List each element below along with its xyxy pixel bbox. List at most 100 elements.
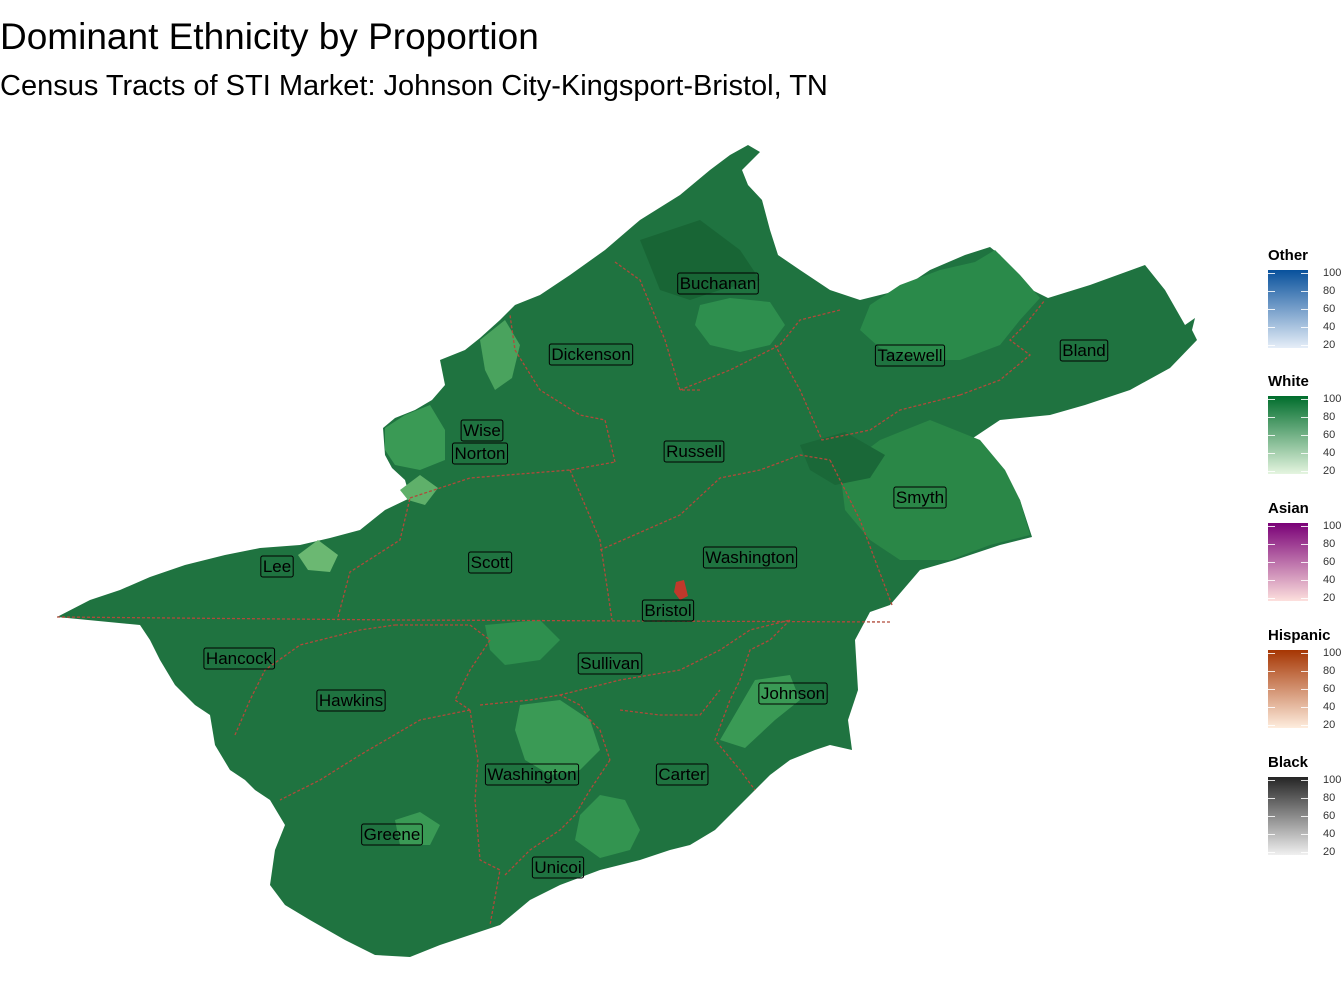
county-label-text: Hancock xyxy=(206,649,273,668)
county-label-text: Lee xyxy=(263,557,291,576)
legend-tick-label: 100 xyxy=(1323,647,1342,659)
tract-russell-dark xyxy=(800,432,885,485)
county-label-text: Buchanan xyxy=(680,274,757,293)
county-label-text: Dickenson xyxy=(551,345,630,364)
county-label-text: Greene xyxy=(364,825,421,844)
legend-asian: Asian 100 80 60 40 20 xyxy=(1268,500,1341,604)
county-label-box xyxy=(663,440,725,463)
legend-body: 100 80 60 40 20 xyxy=(1268,268,1341,351)
legend-tick-label: 100 xyxy=(1323,774,1342,786)
county-label-box xyxy=(655,763,709,786)
county-label-box xyxy=(1059,339,1109,362)
county-label: Sullivan xyxy=(577,652,643,675)
legend-tick-label: 80 xyxy=(1323,411,1336,423)
tract-wise-pale xyxy=(400,475,438,505)
county-label-text: Johnson xyxy=(761,684,825,703)
tract-lee-pale xyxy=(298,540,338,572)
legend-title: White xyxy=(1268,373,1309,390)
county-label-text: Wise xyxy=(463,421,501,440)
county-label-text: Bristol xyxy=(644,601,691,620)
county-label-box xyxy=(893,486,947,509)
legend-tick-label: 80 xyxy=(1323,792,1336,804)
county-label-box xyxy=(260,555,294,578)
county-label-box xyxy=(468,551,513,574)
legend-tick-label: 40 xyxy=(1323,574,1336,586)
county-label: Buchanan xyxy=(677,272,759,295)
county-label-text: Tazewell xyxy=(877,346,942,365)
legend-tick-label: 40 xyxy=(1323,447,1336,459)
county-label-text: Scott xyxy=(471,553,510,572)
tract-buchanan-light xyxy=(695,298,785,352)
legend-title: Asian xyxy=(1268,500,1309,517)
legend-tick-label: 80 xyxy=(1323,538,1336,550)
tract-unicoi-light xyxy=(575,795,640,858)
county-label-text: Hawkins xyxy=(319,691,383,710)
county-label: Dickenson xyxy=(548,343,634,366)
county-label-box xyxy=(316,689,386,712)
legend-tick-label: 100 xyxy=(1323,520,1342,532)
county-label-box xyxy=(577,652,643,675)
county-label: Washington xyxy=(484,763,580,786)
legend-tick-label: 40 xyxy=(1323,701,1336,713)
legend-tick-label: 20 xyxy=(1323,339,1336,351)
legend-tick-label: 60 xyxy=(1323,683,1336,695)
county-label: Tazewell xyxy=(874,344,946,367)
tract-tazewell-light xyxy=(860,250,1040,360)
tract-johnson-light xyxy=(720,675,800,748)
county-label-text: Sullivan xyxy=(580,654,640,673)
county-label-box xyxy=(460,419,504,442)
legend-body: 100 80 60 40 20 xyxy=(1268,775,1341,858)
county-label-text: Norton xyxy=(454,444,505,463)
legend-body: 100 80 60 40 20 xyxy=(1268,394,1341,477)
county-label: Bristol xyxy=(641,599,695,622)
county-label-box xyxy=(484,763,580,786)
county-label: Washington xyxy=(702,546,798,569)
county-label-text: Bland xyxy=(1062,341,1105,360)
county-label-text: Unicoi xyxy=(534,858,581,877)
county-label-box xyxy=(203,647,276,670)
county-label-box xyxy=(641,599,695,622)
county-label-text: Russell xyxy=(666,442,722,461)
legend-tick-label: 60 xyxy=(1323,303,1336,315)
tract-smyth-light xyxy=(840,420,1030,560)
county-label: Bland xyxy=(1059,339,1109,362)
county-label-text: Smyth xyxy=(896,488,944,507)
legend-tick-label: 80 xyxy=(1323,285,1336,297)
choropleth-map: Buchanan Dickenson Tazewell Bland Wise Norton… xyxy=(56,145,1197,957)
county-label: Smyth xyxy=(893,486,947,509)
legend-tick-label: 100 xyxy=(1323,393,1342,405)
tract-washington-tn-light xyxy=(515,700,600,775)
legend-title: Hispanic xyxy=(1268,627,1331,644)
county-label: Scott xyxy=(468,551,513,574)
legend-other: Other 100 80 60 40 20 xyxy=(1268,247,1341,351)
tract-dickenson-light xyxy=(480,320,520,390)
county-label-text: Carter xyxy=(658,765,706,784)
county-label-box xyxy=(677,272,759,295)
county-label: Norton xyxy=(451,442,509,465)
county-label-box xyxy=(702,546,798,569)
legend-tick-label: 60 xyxy=(1323,810,1336,822)
tract-sullivan-light xyxy=(485,620,560,665)
county-label: Russell xyxy=(663,440,725,463)
legend-tick-label: 20 xyxy=(1323,719,1336,731)
legend-title: Black xyxy=(1268,754,1309,771)
county-label-text: Washington xyxy=(705,548,794,567)
legend-tick-label: 100 xyxy=(1323,267,1342,279)
county-label-text: Washington xyxy=(487,765,576,784)
county-label: Hancock xyxy=(203,647,276,670)
map-title: Dominant Ethnicity by Proportion xyxy=(0,16,539,57)
tract-buchanan-dark xyxy=(640,220,760,300)
legend-black: Black 100 80 60 40 20 xyxy=(1268,754,1341,858)
legend-body: 100 80 60 40 20 xyxy=(1268,521,1341,604)
county-label-box xyxy=(361,823,423,846)
county-label: Greene xyxy=(361,823,423,846)
legend-tick-label: 40 xyxy=(1323,321,1336,333)
legend-tick-label: 60 xyxy=(1323,429,1336,441)
county-labels: Buchanan Dickenson Tazewell Bland Wise Norton… xyxy=(203,272,1109,879)
tract-wise-light xyxy=(385,405,445,470)
county-label: Johnson xyxy=(758,682,828,705)
legend-tick-label: 20 xyxy=(1323,592,1336,604)
county-label-box xyxy=(758,682,828,705)
tract-greene-light xyxy=(395,812,440,845)
legend-tick-label: 40 xyxy=(1323,828,1336,840)
